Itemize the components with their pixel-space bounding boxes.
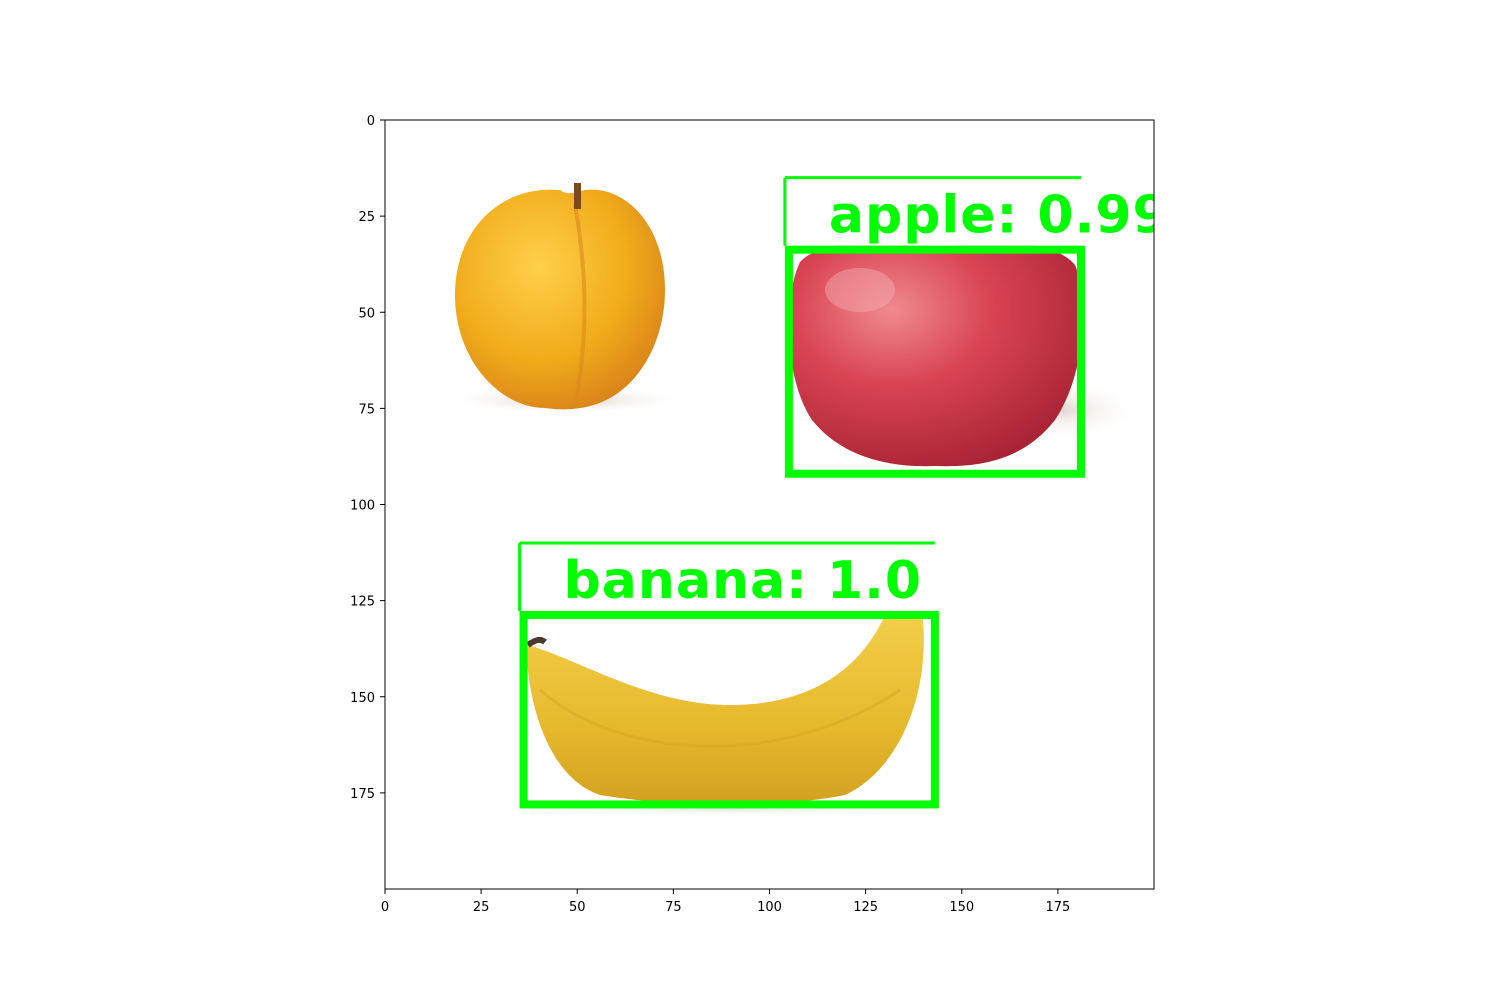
banana-tip (526, 636, 547, 648)
apricot-body (455, 189, 665, 410)
y-tick-label: 0 (367, 114, 375, 129)
banana-ridge (539, 688, 901, 748)
apricot-stem (574, 183, 581, 209)
detections-layer: apple: 0.99 banana: 1.0 (518, 176, 1170, 809)
apricot-crease (573, 204, 587, 406)
y-tick-label: 175 (350, 787, 375, 802)
x-tick-label: 125 (853, 900, 878, 915)
x-tick-label: 25 (473, 900, 490, 915)
y-tick-label: 150 (350, 691, 375, 706)
detection: banana: 1.0 (518, 541, 1015, 809)
x-tick-label: 175 (1045, 900, 1070, 915)
detection-label: apple: 0.99 (829, 186, 1170, 246)
detection-label: banana: 1.0 (564, 551, 923, 611)
y-tick-label: 75 (358, 402, 375, 417)
detection-box (519, 610, 939, 809)
y-tick-label: 125 (350, 595, 375, 610)
detection-label-background (784, 177, 1154, 246)
y-tick-label: 50 (358, 306, 375, 321)
banana-body (526, 612, 924, 805)
x-tick-label: 100 (757, 900, 782, 915)
image-content: apple: 0.99 banana: 1.0 (445, 176, 1170, 816)
y-axis: 0 25 50 75 100 125 150 175 (350, 114, 385, 802)
apricot (445, 183, 685, 414)
apple-body (788, 242, 1084, 467)
y-tick-label: 100 (350, 499, 375, 514)
apple-highlight (825, 268, 895, 312)
x-axis: 0 25 50 75 100 125 150 175 (381, 889, 1070, 915)
x-tick-label: 0 (381, 900, 389, 915)
detection-label-background (519, 542, 1015, 611)
apple (788, 242, 1140, 467)
detection-box (784, 245, 1085, 478)
x-tick-label: 75 (665, 900, 682, 915)
x-tick-label: 150 (949, 900, 974, 915)
x-tick-label: 50 (569, 900, 586, 915)
detection: apple: 0.99 (783, 176, 1170, 478)
y-tick-label: 25 (358, 210, 375, 225)
